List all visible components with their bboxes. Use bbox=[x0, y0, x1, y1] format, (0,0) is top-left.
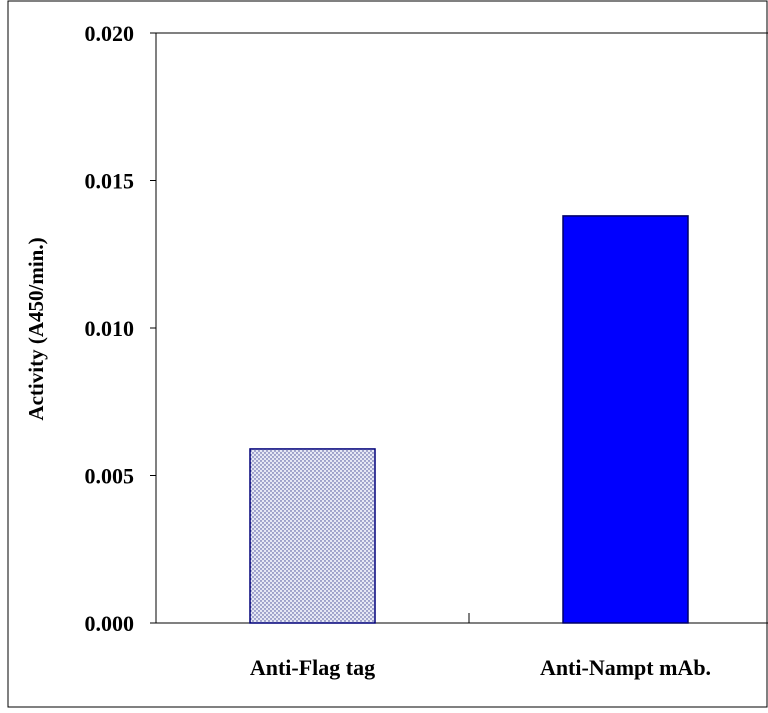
y-tick-label: 0.000 bbox=[85, 611, 135, 636]
y-tick-label: 0.020 bbox=[85, 21, 135, 46]
bar-2 bbox=[562, 215, 689, 624]
x-category-label: Anti-Flag tag bbox=[250, 655, 375, 680]
y-tick-label: 0.005 bbox=[85, 464, 135, 489]
x-category-label: Anti-Nampt mAb. bbox=[540, 655, 711, 680]
y-axis-label: Activity (A450/min.) bbox=[24, 237, 48, 420]
x-axis-labels: Anti-Flag tag Anti-Nampt mAb. bbox=[250, 655, 711, 680]
y-tick-label: 0.010 bbox=[85, 316, 135, 341]
y-axis-ticks: 0.000 0.005 0.010 0.015 0.020 bbox=[85, 21, 156, 636]
bar-1 bbox=[249, 448, 376, 624]
bars bbox=[249, 215, 689, 624]
figure-border bbox=[7, 0, 768, 708]
y-tick-label: 0.015 bbox=[85, 169, 135, 194]
